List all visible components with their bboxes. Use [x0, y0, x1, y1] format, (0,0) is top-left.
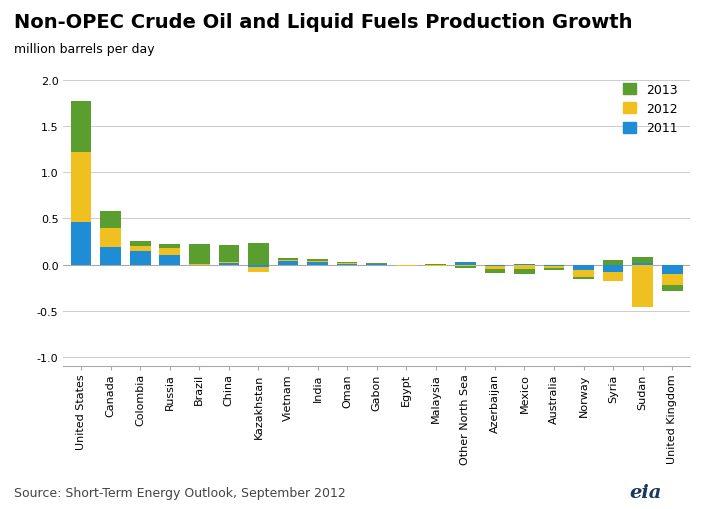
Bar: [603, 272, 624, 281]
Bar: [307, 261, 328, 262]
Bar: [603, 261, 624, 265]
Bar: [573, 270, 594, 277]
Bar: [189, 245, 210, 264]
Bar: [484, 265, 505, 267]
Bar: [130, 246, 151, 251]
Text: eia: eia: [629, 484, 662, 501]
Bar: [307, 262, 328, 265]
Bar: [277, 259, 298, 261]
Bar: [130, 251, 151, 265]
Bar: [337, 263, 358, 264]
Bar: [632, 258, 653, 263]
Bar: [603, 265, 624, 272]
Bar: [632, 265, 653, 307]
Bar: [514, 265, 535, 270]
Bar: [159, 256, 180, 265]
Bar: [218, 263, 239, 265]
Bar: [366, 263, 387, 264]
Bar: [543, 269, 565, 270]
Bar: [70, 152, 92, 222]
Bar: [100, 247, 121, 265]
Bar: [425, 265, 446, 266]
Bar: [159, 248, 180, 256]
Bar: [366, 264, 387, 265]
Bar: [573, 265, 594, 270]
Bar: [425, 264, 446, 265]
Bar: [189, 264, 210, 265]
Bar: [514, 270, 535, 274]
Bar: [248, 244, 269, 265]
Bar: [573, 277, 594, 280]
Bar: [307, 260, 328, 261]
Bar: [543, 265, 565, 267]
Bar: [662, 265, 683, 274]
Bar: [484, 270, 505, 273]
Bar: [662, 285, 683, 292]
Bar: [218, 246, 239, 262]
Text: Source: Short-Term Energy Outlook, September 2012: Source: Short-Term Energy Outlook, Septe…: [14, 486, 346, 499]
Bar: [632, 263, 653, 265]
Bar: [248, 268, 269, 272]
Legend: 2013, 2012, 2011: 2013, 2012, 2011: [617, 77, 684, 142]
Bar: [100, 211, 121, 229]
Text: Non-OPEC Crude Oil and Liquid Fuels Production Growth: Non-OPEC Crude Oil and Liquid Fuels Prod…: [14, 13, 633, 32]
Bar: [70, 102, 92, 152]
Bar: [455, 262, 476, 265]
Bar: [337, 262, 358, 263]
Bar: [277, 261, 298, 265]
Bar: [455, 267, 476, 269]
Bar: [396, 266, 417, 267]
Bar: [484, 267, 505, 270]
Bar: [248, 265, 269, 268]
Bar: [159, 245, 180, 248]
Bar: [70, 222, 92, 265]
Bar: [218, 262, 239, 263]
Text: million barrels per day: million barrels per day: [14, 43, 155, 56]
Bar: [130, 242, 151, 246]
Bar: [100, 229, 121, 247]
Bar: [425, 266, 446, 267]
Bar: [662, 274, 683, 285]
Bar: [455, 265, 476, 267]
Bar: [514, 264, 535, 265]
Bar: [543, 267, 565, 269]
Bar: [337, 264, 358, 265]
Bar: [396, 265, 417, 266]
